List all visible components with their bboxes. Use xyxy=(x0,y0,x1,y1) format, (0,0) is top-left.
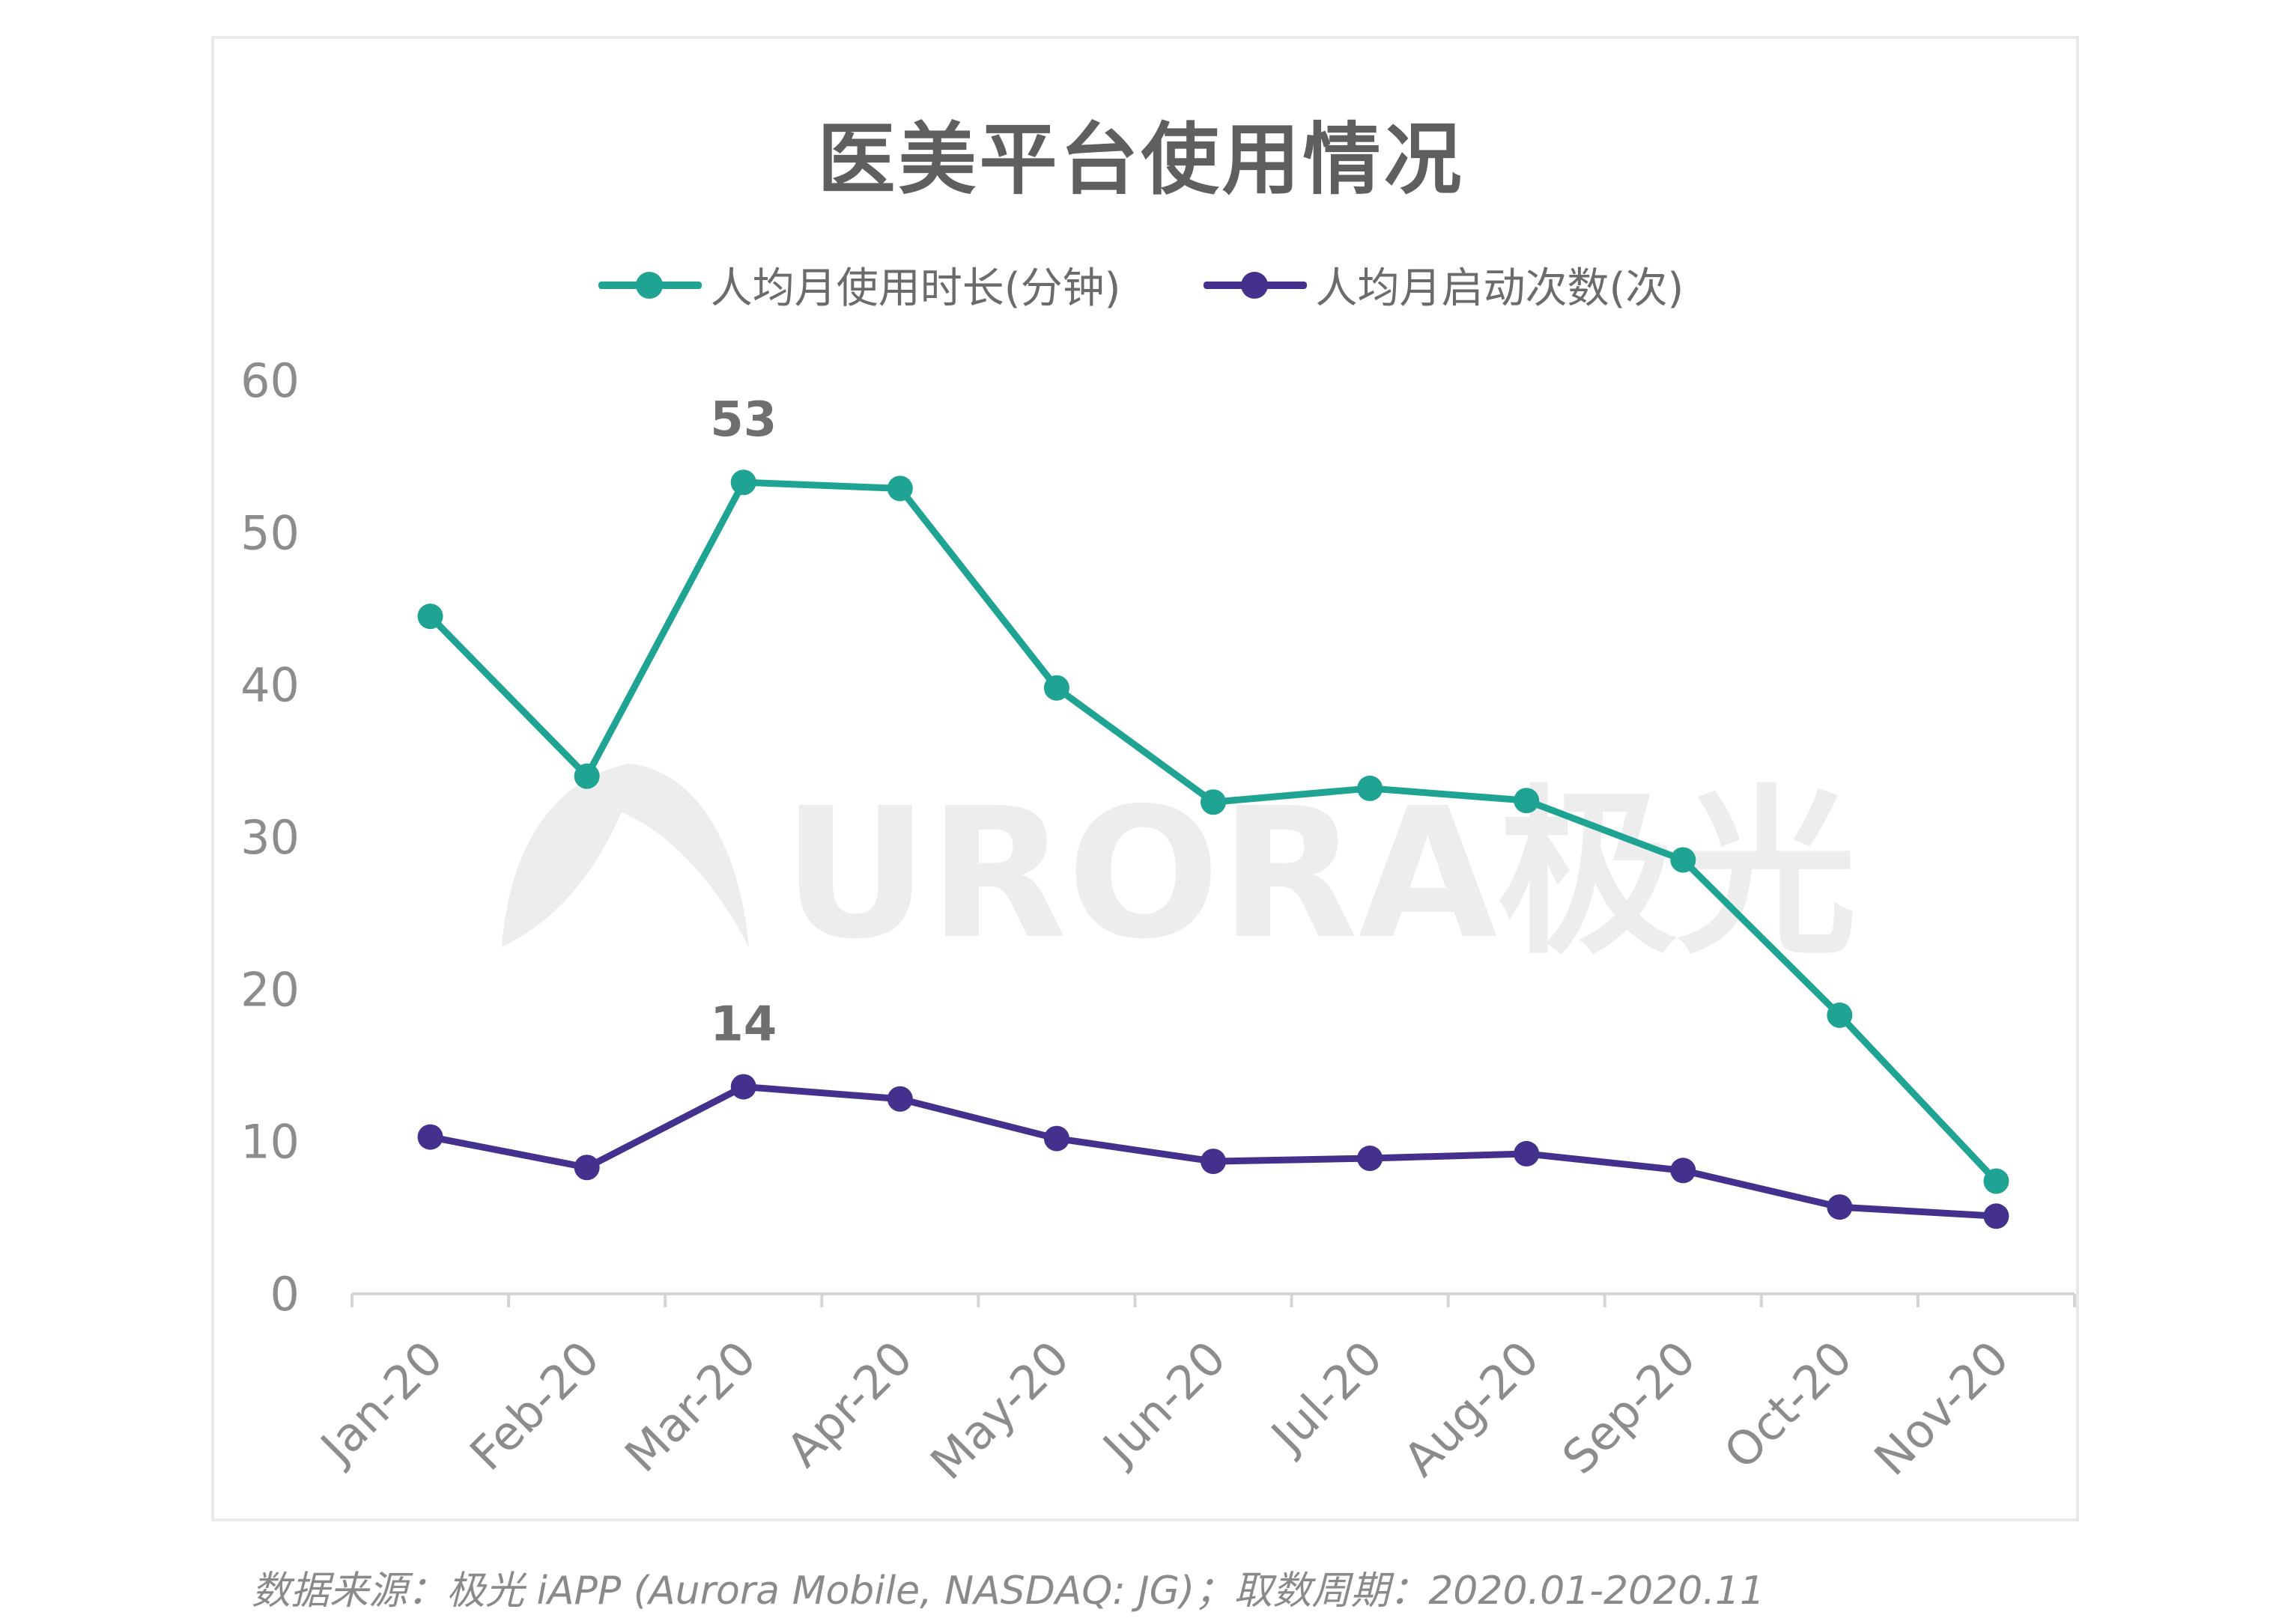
data-point xyxy=(730,469,756,496)
data-point xyxy=(1043,1125,1069,1152)
x-tick-label: Mar-20 xyxy=(614,1330,766,1482)
data-point xyxy=(887,1086,913,1112)
x-tick-label: Feb-20 xyxy=(459,1330,610,1481)
legend-label: 人均月启动次数(次) xyxy=(1315,264,1684,313)
data-point xyxy=(1201,1149,1226,1175)
data-point xyxy=(417,603,443,630)
data-point xyxy=(1043,675,1069,701)
chart-card xyxy=(211,36,2079,1521)
data-point xyxy=(1827,1002,1853,1028)
data-point xyxy=(1357,775,1383,801)
series-1: 53 xyxy=(417,392,2009,1194)
x-tick-label: May-20 xyxy=(920,1330,1079,1490)
x-tick-label: Jul-20 xyxy=(1259,1330,1393,1465)
legend-item-launch-count: 人均月启动次数(次) xyxy=(1203,255,1684,315)
source-note: 数据来源：极光 iAPP (Aurora Mobile, NASDAQ: JG)… xyxy=(252,1569,1765,1614)
data-label: 14 xyxy=(710,997,777,1052)
data-point xyxy=(417,1124,443,1150)
x-tick-label: Jan-20 xyxy=(309,1330,454,1476)
y-tick-label: 20 xyxy=(240,962,300,1017)
y-tick-label: 0 xyxy=(270,1267,300,1322)
data-point xyxy=(730,1074,756,1100)
y-tick-label: 50 xyxy=(240,505,300,560)
series-2: 14 xyxy=(417,997,2009,1229)
legend-marker-purple xyxy=(1203,263,1307,308)
y-tick-label: 40 xyxy=(240,658,300,713)
data-point xyxy=(1983,1203,2009,1229)
legend-marker-teal xyxy=(598,263,702,308)
data-point xyxy=(1201,789,1226,815)
x-tick-label: Sep-20 xyxy=(1552,1330,1706,1485)
aurora-logo xyxy=(502,764,749,947)
data-point xyxy=(1514,1140,1540,1167)
chart-title: 医美平台使用情况 xyxy=(817,114,1465,205)
data-point xyxy=(1670,847,1696,873)
data-point xyxy=(574,1155,600,1181)
watermark: URORA极光 xyxy=(502,764,1857,979)
data-point xyxy=(1670,1158,1696,1184)
x-tick-label: Aug-20 xyxy=(1393,1330,1550,1487)
data-point xyxy=(1514,788,1540,814)
data-point xyxy=(1357,1146,1383,1172)
x-tick-label: Apr-20 xyxy=(776,1330,923,1477)
data-point xyxy=(1983,1168,2009,1194)
data-point xyxy=(887,475,913,502)
x-tick-label: Oct-20 xyxy=(1714,1330,1863,1479)
data-label: 53 xyxy=(710,392,777,448)
y-tick-label: 60 xyxy=(240,353,300,408)
legend-label: 人均月使用时长(分钟) xyxy=(710,264,1121,313)
y-tick-label: 30 xyxy=(240,810,300,865)
data-point xyxy=(574,763,600,789)
legend-item-usage-minutes: 人均月使用时长(分钟) xyxy=(598,255,1121,315)
x-tick-label: Jun-20 xyxy=(1090,1330,1236,1476)
watermark-text: URORA极光 xyxy=(783,769,1857,979)
data-point xyxy=(1827,1194,1853,1220)
y-tick-label: 10 xyxy=(240,1115,300,1170)
x-tick-label: Nov-20 xyxy=(1863,1330,2019,1486)
legend: 人均月使用时长(分钟) 人均月启动次数(次) xyxy=(0,255,2282,315)
